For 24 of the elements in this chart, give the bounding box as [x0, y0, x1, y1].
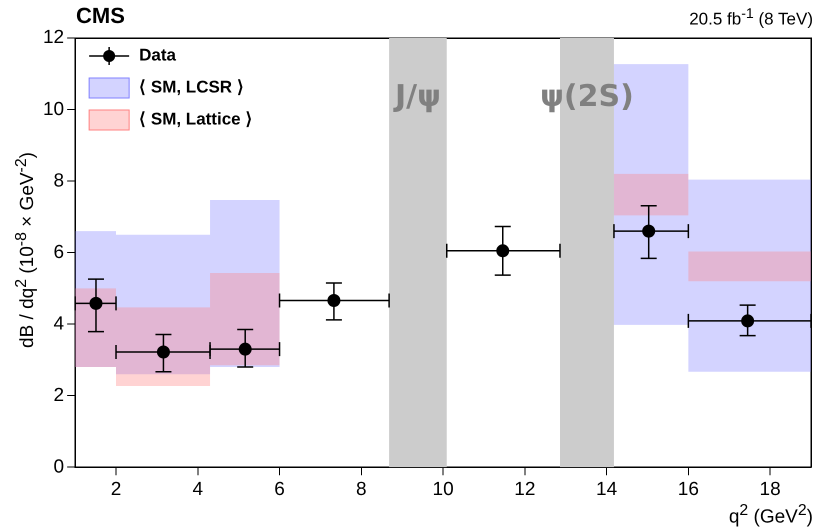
x-tick-label: 4 [192, 478, 204, 500]
legend-label: ⟨ SM, Lattice ⟩ [139, 110, 252, 129]
x-tick-label: 10 [432, 478, 454, 500]
legend-label: ⟨ SM, LCSR ⟩ [139, 78, 244, 97]
x-axis-title: q$^{2}$ (GeV$^{2}$) [728, 502, 813, 528]
band-label: ψ(2S) [540, 78, 634, 114]
x-tick-label: 8 [356, 478, 367, 500]
y-tick-label: 2 [54, 384, 64, 406]
y-tick-label: 8 [54, 170, 64, 192]
x-tick-label: 6 [274, 478, 285, 500]
y-tick-label: 0 [54, 456, 64, 478]
y-tick-label: 4 [54, 313, 65, 334]
x-tick-label: 12 [514, 478, 536, 500]
x-tick-label: 2 [110, 478, 122, 500]
y-tick-label: 12 [42, 27, 64, 48]
x-tick-label: 14 [596, 478, 618, 500]
y-tick-label: 6 [54, 242, 64, 263]
text: 20.5 fb$^{-1}$ (8 TeV) [689, 6, 813, 30]
x-tick-label: 16 [678, 478, 699, 500]
x-tick-label: 18 [760, 478, 781, 500]
text: CMS [76, 3, 125, 29]
band-label: J/ψ [392, 78, 441, 114]
legend-label: Data [139, 46, 177, 65]
y-tick-label: 10 [42, 98, 64, 120]
